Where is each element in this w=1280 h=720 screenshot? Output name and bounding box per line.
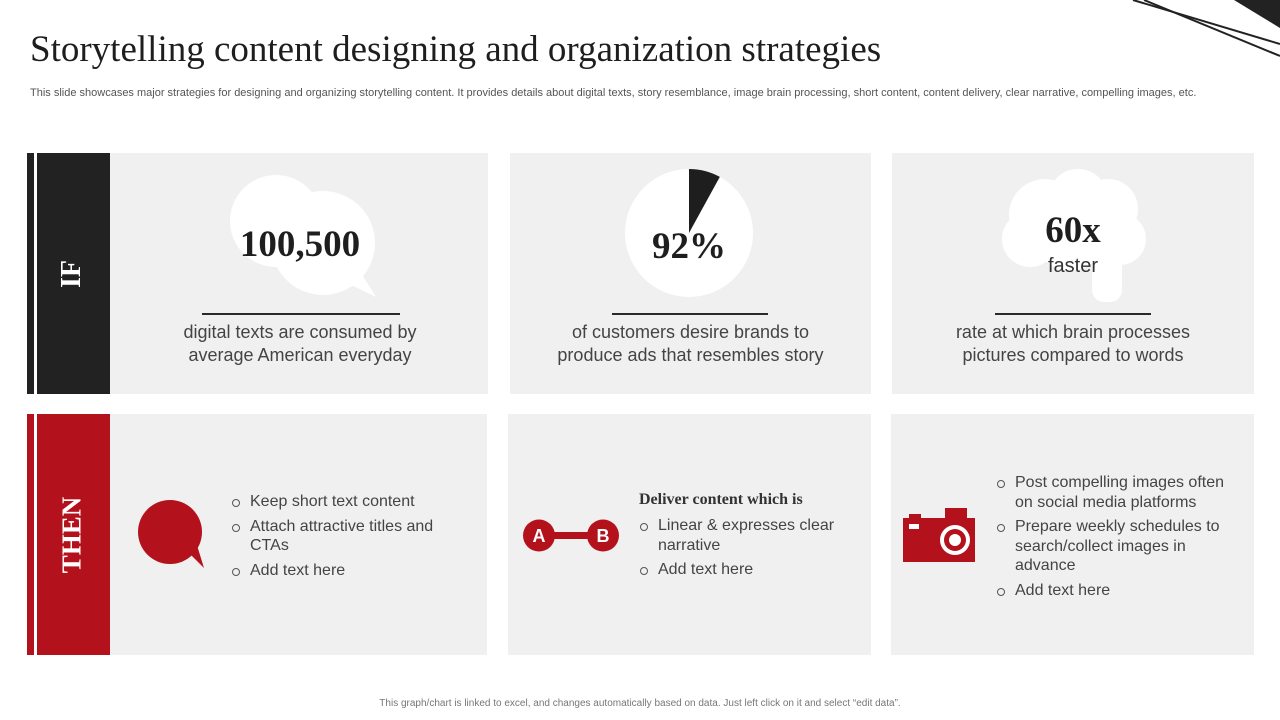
divider-line (995, 313, 1151, 315)
stat-value: 100,500 (239, 224, 361, 265)
if-label: IF (55, 259, 87, 288)
then-label: THEN (56, 496, 86, 573)
stat-value: 92% (652, 226, 726, 267)
speech-bubbles-icon (228, 173, 378, 303)
list-item: Post compelling images often on social m… (996, 473, 1232, 512)
then-card-content-delivery: A B Deliver content which is Linear & ex… (508, 414, 871, 655)
footer-note: This graph/chart is linked to excel, and… (379, 698, 901, 709)
if-card-customers: 92% of customers desire brands to produc… (510, 153, 871, 394)
icon-label-a: A (533, 526, 546, 546)
divider-line (202, 313, 400, 315)
bullet-list: Keep short text content Attach attractiv… (231, 492, 441, 585)
icon-label-b: B (597, 526, 610, 546)
brain-icon (1000, 167, 1150, 312)
card-heading: Deliver content which is (639, 491, 803, 508)
stat-description: of customers desire brands to produce ad… (557, 322, 824, 365)
stat-suffix: faster (1047, 255, 1099, 277)
stat-description: rate at which brain processes pictures c… (955, 322, 1191, 365)
chat-bubble-icon (138, 500, 208, 575)
camera-icon (903, 508, 975, 567)
list-item: Add text here (231, 561, 441, 581)
then-card-images: Post compelling images often on social m… (891, 414, 1254, 655)
bullet-list: Linear & expresses clear narrative Add t… (639, 516, 849, 585)
then-card-short-content: Keep short text content Attach attractiv… (110, 414, 487, 655)
list-item: Linear & expresses clear narrative (639, 516, 849, 555)
if-row-label-panel: IF (27, 153, 113, 394)
then-row-label-panel: THEN (27, 414, 113, 655)
if-card-brain: 60x faster rate at which brain processes… (892, 153, 1254, 394)
list-item: Prepare weekly schedules to search/colle… (996, 517, 1232, 576)
stat-description: digital texts are consumed by average Am… (183, 322, 417, 365)
pie-icon (624, 167, 754, 304)
slide-title: Storytelling content designing and organ… (30, 29, 882, 70)
stat-value: 60x (1045, 210, 1101, 251)
list-item: Attach attractive titles and CTAs (231, 517, 441, 556)
pie-slice-highlight (689, 169, 720, 233)
list-item: Add text here (639, 560, 849, 580)
if-card-digital-texts: 100,500 digital texts are consumed by av… (110, 153, 488, 394)
corner-decoration (1130, 0, 1280, 60)
bullet-list: Post compelling images often on social m… (996, 473, 1232, 605)
a-to-b-icon: A B (522, 518, 622, 559)
list-item: Keep short text content (231, 492, 441, 512)
divider-line (612, 313, 768, 315)
list-item: Add text here (996, 581, 1232, 601)
slide-subtitle: This slide showcases major strategies fo… (30, 87, 1197, 99)
